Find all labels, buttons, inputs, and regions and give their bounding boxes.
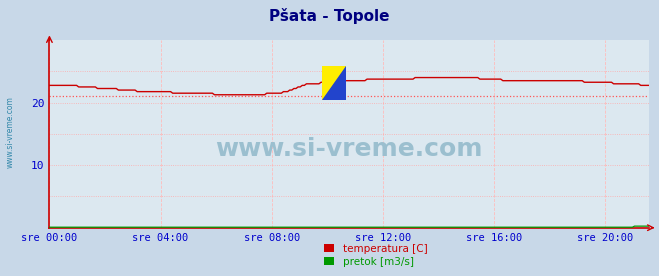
- Text: Pšata - Topole: Pšata - Topole: [270, 8, 389, 24]
- Polygon shape: [322, 66, 346, 100]
- Legend: temperatura [C], pretok [m3/s]: temperatura [C], pretok [m3/s]: [320, 239, 432, 271]
- Text: www.si-vreme.com: www.si-vreme.com: [5, 97, 14, 168]
- Polygon shape: [322, 66, 346, 100]
- Text: www.si-vreme.com: www.si-vreme.com: [215, 137, 483, 161]
